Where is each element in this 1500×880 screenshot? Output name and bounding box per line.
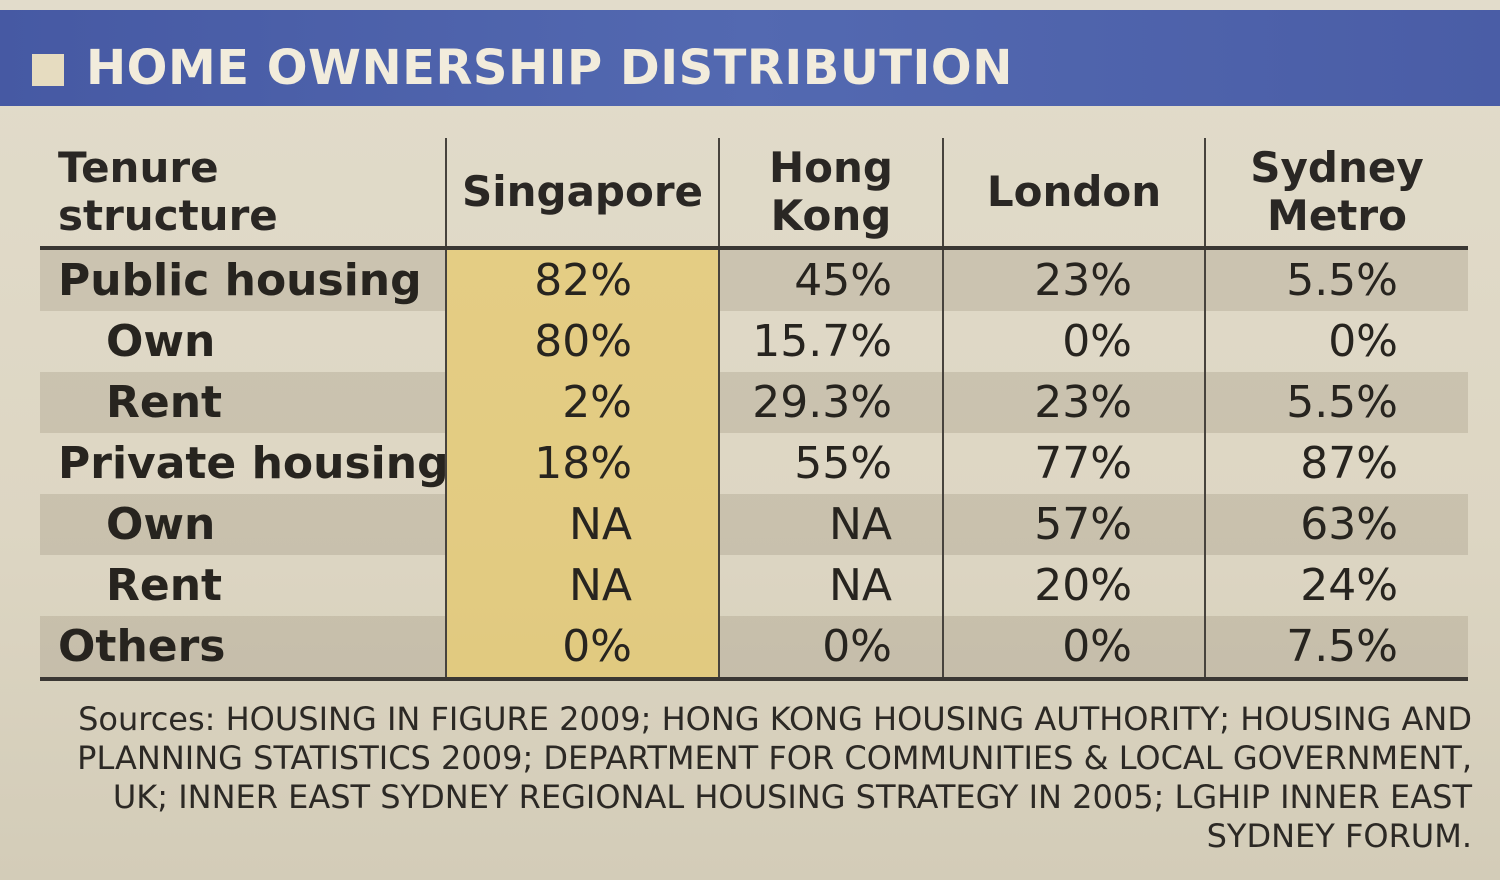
table-row: Own 80% 15.7% 0% 0% (40, 311, 1468, 372)
table-cell: 87% (1204, 433, 1468, 494)
table-cell: 23% (942, 248, 1205, 311)
table-cell: 5.5% (1204, 248, 1468, 311)
column-header: Tenure structure (40, 138, 446, 250)
table-cell: 0% (445, 616, 719, 681)
table-cell: 57% (942, 494, 1205, 555)
table-body: Public housing 82% 45% 23% 5.5% Own 80% 15.7% 0%… (40, 248, 1468, 681)
table-cell: 7.5% (1204, 616, 1468, 681)
table-cell: 24% (1204, 555, 1468, 616)
row-label: Own (40, 494, 446, 555)
table-cell: 80% (445, 311, 719, 372)
table-cell: 82% (445, 248, 719, 311)
table-cell: 0% (1204, 311, 1468, 372)
table-cell: 45% (718, 248, 943, 311)
table-cell: NA (718, 555, 943, 616)
table-cell: 0% (942, 311, 1205, 372)
table-cell: 55% (718, 433, 943, 494)
row-label: Rent (40, 372, 446, 433)
table-cell: 77% (942, 433, 1205, 494)
table-cell: 63% (1204, 494, 1468, 555)
header-square-bullet (32, 54, 64, 86)
table-cell: 5.5% (1204, 372, 1468, 433)
table-cell: NA (445, 494, 719, 555)
row-label: Private housing (58, 438, 449, 489)
page-title: HOME OWNERSHIP DISTRIBUTION (86, 40, 1013, 96)
sources-note: Sources: HOUSING IN FIGURE 2009; HONG KO… (77, 700, 1472, 855)
table-cell: NA (445, 555, 719, 616)
row-label: Others (40, 616, 446, 681)
column-header: Hong Kong (718, 138, 943, 250)
table-cell: 29.3% (718, 372, 943, 433)
table-cell: 0% (718, 616, 943, 681)
table-cell: 2% (445, 372, 719, 433)
column-header: Singapore (445, 138, 719, 250)
table-header-row: Tenure structure Singapore Hong Kong Lon… (40, 138, 1468, 250)
ownership-table: Tenure structure Singapore Hong Kong Lon… (40, 138, 1468, 681)
table-cell: 18% (445, 433, 719, 494)
table-row: Rent NA NA 20% 24% (40, 555, 1468, 616)
table-row: Public housing 82% 45% 23% 5.5% (40, 248, 1468, 311)
header-bar: HOME OWNERSHIP DISTRIBUTION (0, 10, 1500, 106)
row-label: Public housing (40, 248, 446, 311)
table-cell: NA (718, 494, 943, 555)
table-row: Others 0% 0% 0% 7.5% (40, 616, 1468, 681)
table-row: Own NA NA 57% 63% (40, 494, 1468, 555)
table-row: Rent 2% 29.3% 23% 5.5% (40, 372, 1468, 433)
table-cell: 15.7% (718, 311, 943, 372)
column-header: Sydney Metro (1204, 138, 1468, 250)
table-cell: 0% (942, 616, 1205, 681)
table-cell: 23% (942, 372, 1205, 433)
table-row: Private housing 18% 55% 77% 87% (40, 433, 1468, 494)
row-label: Own (106, 316, 216, 367)
row-label: Rent (106, 560, 223, 611)
column-header: London (942, 138, 1205, 250)
table-cell: 20% (942, 555, 1205, 616)
